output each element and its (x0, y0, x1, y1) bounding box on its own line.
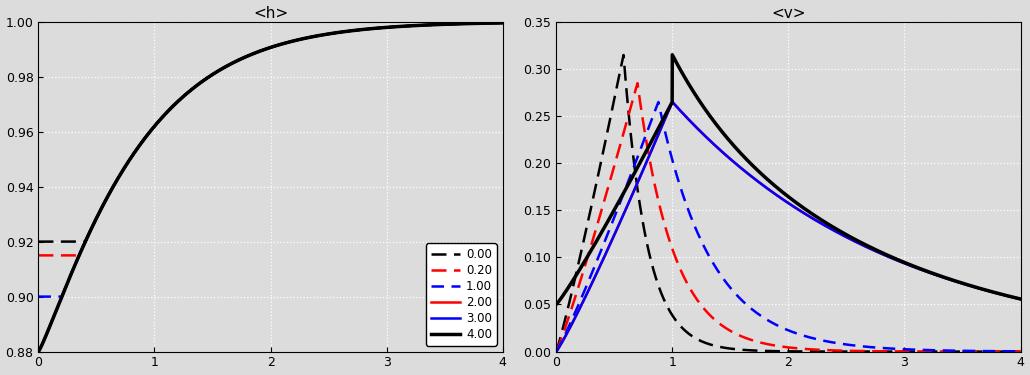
0.20 (210, 70, 222, 74)
1.00 (438, 22, 450, 27)
2.00 (112, 174, 125, 179)
4.00 (231, 59, 243, 63)
0.00 (85, 226, 98, 231)
0.00 (112, 174, 125, 179)
0.00 (496, 21, 509, 25)
1.00 (487, 21, 500, 25)
4.00 (487, 21, 500, 25)
2.00 (496, 21, 509, 25)
0.20 (85, 226, 98, 231)
0.20 (438, 22, 450, 27)
4.00 (112, 174, 125, 179)
3.00 (231, 59, 243, 63)
3.00 (487, 21, 500, 25)
0.20 (496, 21, 509, 25)
0.00 (231, 59, 243, 63)
2.00 (210, 70, 222, 74)
0.00 (32, 239, 44, 244)
0.00 (210, 70, 222, 74)
Title: <v>: <v> (771, 6, 805, 21)
1.00 (496, 21, 509, 25)
0.20 (487, 21, 500, 25)
2.00 (32, 350, 44, 354)
2.00 (85, 226, 98, 231)
Line: 4.00: 4.00 (38, 23, 503, 352)
4.00 (438, 22, 450, 27)
1.00 (32, 294, 44, 299)
3.00 (112, 174, 125, 179)
Line: 0.20: 0.20 (38, 23, 503, 255)
4.00 (85, 226, 98, 231)
4.00 (210, 70, 222, 74)
4.00 (32, 350, 44, 354)
0.00 (487, 21, 500, 25)
0.20 (112, 174, 125, 179)
1.00 (210, 70, 222, 74)
Title: <h>: <h> (253, 6, 288, 21)
0.20 (231, 59, 243, 63)
4.00 (496, 21, 509, 25)
Line: 3.00: 3.00 (38, 23, 503, 352)
3.00 (85, 226, 98, 231)
1.00 (231, 59, 243, 63)
Line: 0.00: 0.00 (38, 23, 503, 242)
Line: 2.00: 2.00 (38, 23, 503, 352)
1.00 (112, 174, 125, 179)
3.00 (210, 70, 222, 74)
3.00 (496, 21, 509, 25)
3.00 (438, 22, 450, 27)
2.00 (438, 22, 450, 27)
2.00 (487, 21, 500, 25)
Line: 1.00: 1.00 (38, 23, 503, 297)
Legend: 0.00, 0.20, 1.00, 2.00, 3.00, 4.00: 0.00, 0.20, 1.00, 2.00, 3.00, 4.00 (426, 243, 496, 346)
3.00 (32, 350, 44, 354)
2.00 (231, 59, 243, 63)
0.00 (438, 22, 450, 27)
1.00 (85, 226, 98, 231)
0.20 (32, 253, 44, 258)
